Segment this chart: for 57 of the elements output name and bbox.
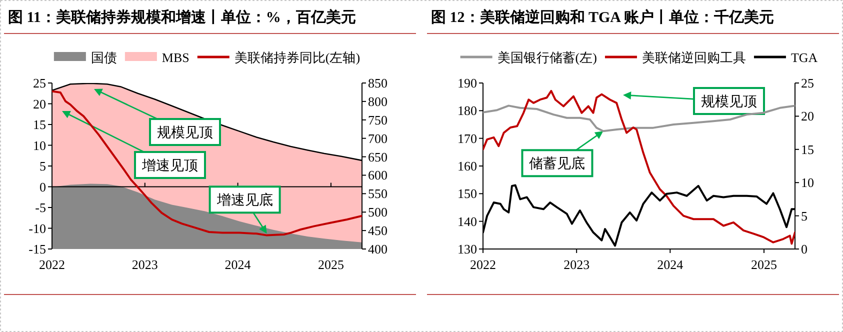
x-tick-label: 2025 bbox=[318, 257, 344, 272]
y-tick-label: 180 bbox=[458, 103, 477, 118]
y-tick-label: 5 bbox=[40, 158, 46, 174]
y2-tick-label: 15 bbox=[801, 142, 814, 157]
x-tick-label: 2022 bbox=[39, 257, 65, 272]
y2-tick-label: 750 bbox=[368, 112, 388, 128]
y-tick-label: -15 bbox=[28, 242, 46, 256]
y-tick-label: 25 bbox=[33, 76, 46, 90]
y2-tick-label: 800 bbox=[368, 94, 388, 109]
chart-title: 图 11：美联储持券规模和增速丨单位：%，百亿美元 bbox=[8, 8, 356, 26]
legend-label: 美联储逆回购工具 bbox=[642, 50, 746, 65]
y2-tick-label: 0 bbox=[801, 242, 808, 256]
annotation: 规模见顶 bbox=[157, 125, 213, 141]
y2-tick-label: 600 bbox=[368, 168, 388, 183]
x-tick-label: 2024 bbox=[657, 257, 684, 272]
y-tick-label: 160 bbox=[458, 158, 477, 174]
annotation: 储蓄见底 bbox=[521, 131, 604, 178]
x-tick-label: 2025 bbox=[750, 257, 777, 272]
y2-tick-label: 400 bbox=[368, 242, 388, 256]
y-tick-label: 150 bbox=[458, 186, 477, 202]
x-tick-label: 2023 bbox=[132, 257, 158, 272]
y2-tick-label: 450 bbox=[368, 223, 388, 238]
y2-tick-label: 20 bbox=[801, 108, 814, 124]
y-tick-label: -5 bbox=[35, 200, 46, 215]
annotation: 规模见顶 bbox=[701, 94, 757, 110]
chart-title: 图 12：美联储逆回购和 TGA 账户丨单位：千亿美元 bbox=[431, 8, 774, 26]
y-tick-label: 130 bbox=[458, 242, 477, 256]
y2-tick-label: 500 bbox=[368, 204, 388, 220]
x-tick-label: 2022 bbox=[470, 257, 496, 272]
y-tick-label: 15 bbox=[33, 117, 46, 132]
annotation: 增速见底 bbox=[208, 186, 281, 234]
annotation: 增速见底 bbox=[216, 192, 273, 209]
y2-tick-label: 550 bbox=[368, 186, 388, 202]
annotation: 增速见顶 bbox=[141, 158, 198, 174]
annotation: 规模见顶 bbox=[94, 88, 221, 146]
y2-tick-label: 700 bbox=[368, 130, 388, 146]
legend-label: 美联储持券同比(左轴) bbox=[234, 50, 360, 65]
y2-tick-label: 25 bbox=[801, 76, 814, 90]
y-tick-label: 0 bbox=[40, 179, 46, 194]
annotation: 规模见顶 bbox=[623, 87, 765, 115]
y-tick-label: 20 bbox=[33, 96, 46, 112]
x-tick-label: 2024 bbox=[224, 257, 252, 272]
y2-tick-label: 850 bbox=[368, 76, 388, 90]
legend-label: 国债 bbox=[90, 50, 117, 65]
annotation: 储蓄见底 bbox=[529, 156, 586, 172]
y2-tick-label: 650 bbox=[368, 149, 388, 164]
y-tick-label: 140 bbox=[458, 214, 477, 229]
legend-label: TGA bbox=[790, 50, 818, 65]
y-tick-label: 190 bbox=[458, 76, 477, 90]
legend-label: MBS bbox=[162, 50, 190, 65]
y2-tick-label: 10 bbox=[801, 175, 814, 190]
y-tick-label: 10 bbox=[33, 138, 46, 153]
y-tick-label: -10 bbox=[28, 220, 46, 236]
y2-tick-label: 5 bbox=[801, 208, 808, 224]
x-tick-label: 2023 bbox=[564, 257, 590, 272]
legend-label: 美国银行储蓄(左) bbox=[497, 50, 597, 65]
y-tick-label: 170 bbox=[458, 130, 477, 146]
